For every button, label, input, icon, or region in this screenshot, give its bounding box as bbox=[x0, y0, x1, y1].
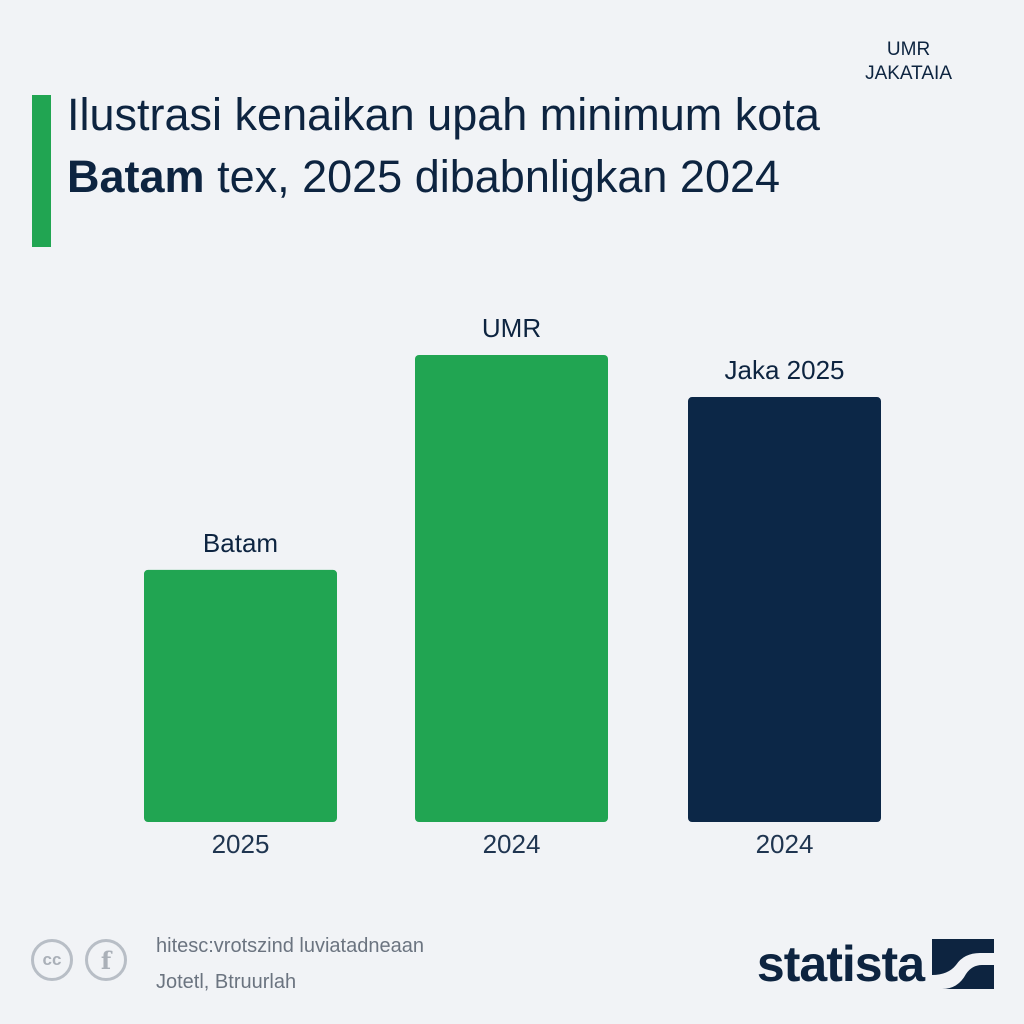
title-text-bold: Batam bbox=[67, 151, 205, 202]
category-label-3: 2024 bbox=[756, 829, 814, 859]
category-label-2: 2024 bbox=[483, 829, 541, 859]
footer-source-line1: hitesc:vrotszind luviatadneaan bbox=[156, 935, 424, 957]
category-label-1: 2025 bbox=[212, 829, 270, 859]
corner-label-line2: JAKATAIA bbox=[865, 63, 952, 84]
brand-name: statista bbox=[756, 936, 925, 992]
statista-logo-icon bbox=[932, 939, 994, 989]
bar-2 bbox=[415, 355, 608, 822]
footer-source: hitesc:vrotszind luviatadneaan Jotetl, B… bbox=[156, 928, 424, 1000]
footer-icons: cc f bbox=[31, 939, 127, 981]
title-text-part1: Ilustrasi kenaikan upah minimum kota bbox=[67, 89, 820, 140]
bar-label-3: Jaka 2025 bbox=[725, 355, 845, 385]
brand[interactable]: statista bbox=[757, 935, 994, 993]
corner-label: UMR JAKATAIA bbox=[865, 38, 952, 86]
title-text-part2: tex, 2025 dibabnligkan 2024 bbox=[204, 151, 781, 202]
title-accent-bar bbox=[32, 95, 51, 247]
bar-label-1: Batam bbox=[203, 528, 278, 558]
creative-commons-icon[interactable]: cc bbox=[31, 939, 73, 981]
bar-label-2: UMR bbox=[482, 313, 541, 343]
bar-3 bbox=[688, 397, 881, 822]
facebook-icon[interactable]: f bbox=[85, 939, 127, 981]
footer-source-line2: Jotetl, Btruurlah bbox=[156, 971, 297, 993]
corner-label-line1: UMR bbox=[886, 39, 931, 60]
bar-1 bbox=[144, 569, 337, 822]
chart-title: Ilustrasi kenaikan upah minimum kota Bat… bbox=[67, 84, 867, 208]
